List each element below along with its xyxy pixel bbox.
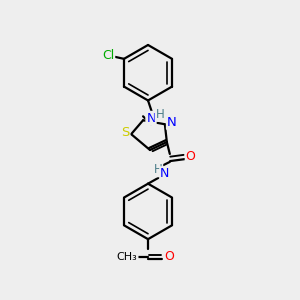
Text: H: H	[154, 163, 162, 176]
Text: CH₃: CH₃	[117, 252, 138, 262]
Text: O: O	[186, 150, 196, 164]
Text: N: N	[160, 167, 170, 180]
Text: O: O	[164, 250, 174, 263]
Text: S: S	[121, 126, 129, 139]
Text: Cl: Cl	[102, 50, 114, 62]
Text: N: N	[167, 116, 177, 129]
Text: N: N	[146, 112, 156, 125]
Text: H: H	[155, 108, 164, 121]
